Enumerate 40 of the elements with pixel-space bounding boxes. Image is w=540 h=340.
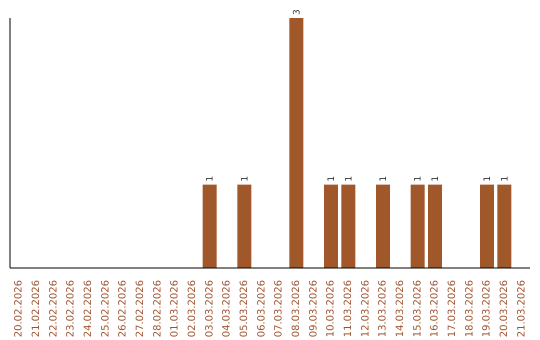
- data-label: 1: [379, 176, 389, 182]
- data-label: 1: [414, 176, 424, 182]
- x-tick-label: 21.03.2026: [516, 280, 528, 338]
- x-tick-label: 11.03.2026: [343, 280, 354, 338]
- x-tick-label: 14.03.2026: [395, 280, 406, 338]
- x-tick-label: 24.02.2026: [83, 280, 94, 338]
- x-tick-label: 05.03.2026: [239, 280, 250, 338]
- x-tick-label: 13.03.2026: [378, 280, 389, 338]
- data-label: 1: [500, 176, 510, 182]
- x-tick-label: 20.02.2026: [14, 280, 25, 338]
- x-tick-label: 03.03.2026: [204, 280, 216, 338]
- data-label: 1: [344, 176, 354, 182]
- x-tick-label: 23.02.2026: [66, 280, 77, 338]
- x-tick-label: 27.02.2026: [135, 280, 146, 338]
- x-tick-label: 04.03.2026: [222, 280, 233, 338]
- data-label: 1: [431, 176, 441, 182]
- x-tick-label: 22.02.2026: [48, 280, 60, 338]
- x-tick-label: 08.03.2026: [291, 280, 302, 338]
- x-tick-label: 28.02.2026: [152, 280, 164, 338]
- x-tick-label: 09.03.2026: [308, 280, 320, 338]
- x-tick-label: 17.03.2026: [447, 280, 458, 338]
- data-label: 3: [292, 9, 302, 15]
- data-label: 1: [206, 176, 216, 182]
- x-tick-label: 19.03.2026: [482, 280, 493, 338]
- x-tick-label: 18.03.2026: [464, 280, 476, 338]
- x-tick-label: 26.02.2026: [118, 280, 129, 338]
- x-tick-label: 21.02.2026: [31, 280, 42, 338]
- x-tick-label: 02.03.2026: [187, 280, 198, 338]
- data-label: 1: [240, 176, 250, 182]
- x-tick-label: 07.03.2026: [274, 280, 285, 338]
- x-tick-label: 01.03.2026: [170, 280, 181, 338]
- data-label: 1: [327, 176, 337, 182]
- x-tick-label: 15.03.2026: [412, 280, 424, 338]
- x-tick-label: 06.03.2026: [256, 280, 268, 338]
- x-tick-label: 20.03.2026: [499, 280, 510, 338]
- x-tick-label: 10.03.2026: [326, 280, 337, 338]
- x-tick-label: 12.03.2026: [360, 280, 372, 338]
- x-tick-label: 16.03.2026: [430, 280, 441, 338]
- x-tick-label: 25.02.2026: [100, 280, 112, 338]
- data-label: 1: [483, 176, 493, 182]
